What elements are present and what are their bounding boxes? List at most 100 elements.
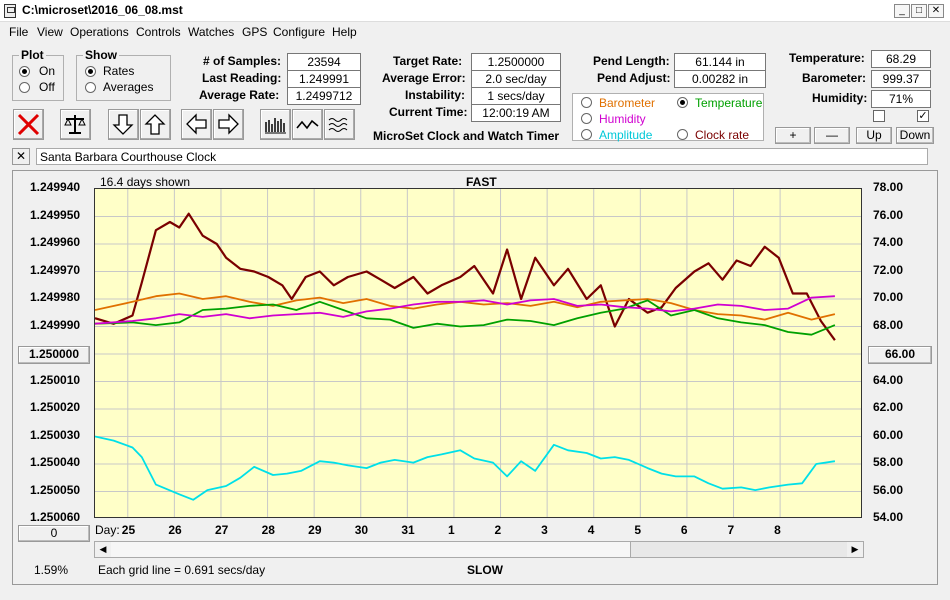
barometer-radio[interactable]: [581, 97, 592, 108]
day-tick-label: 29: [308, 523, 322, 537]
menu-operations[interactable]: Operations: [70, 25, 129, 39]
temperature-option-label: Temperature: [695, 96, 763, 110]
clear-watch-button[interactable]: ✕: [12, 148, 30, 165]
instability-label: Instability:: [405, 88, 466, 102]
scroll-right-icon[interactable]: ▶: [847, 542, 863, 557]
current-time-value: 12:00:19 AM: [471, 104, 561, 122]
right-checkbox[interactable]: ✓: [917, 110, 929, 122]
bar-graph-icon: [265, 118, 286, 134]
plot-off-radio[interactable]: [19, 82, 30, 93]
grid-note-label: Each grid line = 0.691 secs/day: [98, 563, 266, 577]
maximize-button[interactable]: □: [911, 4, 927, 18]
left-tick-label: 1.249950: [30, 207, 81, 222]
series-line-3: [95, 295, 835, 325]
down-arrow-button[interactable]: [108, 109, 139, 140]
samples-value: 23594: [287, 53, 361, 71]
clock-rate-radio[interactable]: [677, 129, 688, 140]
left-arrow-button[interactable]: [181, 109, 212, 140]
menu-file[interactable]: File: [9, 25, 29, 39]
show-averages-radio[interactable]: [85, 82, 96, 93]
show-group: Show Rates Averages: [76, 48, 171, 101]
amplitude-option-label: Amplitude: [599, 128, 653, 142]
right-arrow-button[interactable]: [213, 109, 244, 140]
right-tick-label: 74.00: [873, 235, 904, 249]
plot-area[interactable]: [94, 188, 862, 518]
horizontal-scrollbar[interactable]: ◀ ▶: [94, 541, 864, 558]
minus-button[interactable]: —: [814, 127, 850, 144]
average-rate-value: 1.2499712: [287, 87, 361, 105]
arrow-left-icon: [186, 113, 207, 135]
menu-help[interactable]: Help: [332, 25, 357, 39]
window-title: C:\microset\2016_06_08.mst: [22, 3, 183, 17]
plus-button[interactable]: +: [775, 127, 811, 144]
right-tick-label: 58.00: [873, 455, 904, 469]
right-tick-label: 54.00: [873, 510, 904, 524]
show-rates-label: Rates: [103, 64, 135, 78]
watch-name-field[interactable]: Santa Barbara Courthouse Clock: [36, 148, 928, 165]
humidity-label: Humidity:: [812, 91, 868, 105]
target-rate-value: 1.2500000: [471, 53, 561, 71]
humidity-radio[interactable]: [581, 113, 592, 124]
arrow-down-icon: [112, 114, 134, 135]
zero-button[interactable]: 0: [18, 525, 90, 542]
left-tick-label: 1.249940: [30, 180, 81, 194]
clock-rate-option-label: Clock rate: [695, 128, 750, 142]
humidity-value: 71%: [871, 90, 931, 108]
samples-label: # of Samples:: [203, 54, 282, 68]
show-rates-radio[interactable]: [85, 66, 96, 77]
show-averages-label: Averages: [103, 80, 154, 94]
day-tick-label: 31: [401, 523, 415, 537]
day-tick-label: 1: [447, 523, 455, 537]
right-tick-label: 60.00: [873, 427, 904, 442]
rate-chart: [95, 189, 861, 517]
plot-group: Plot On Off: [12, 48, 64, 101]
close-button[interactable]: ✕: [928, 4, 944, 18]
scroll-thumb[interactable]: [111, 542, 631, 557]
day-tick-label: 3: [541, 523, 548, 537]
left-tick-label: 1.250020: [30, 400, 81, 414]
plot-on-label: On: [39, 64, 56, 78]
left-checkbox[interactable]: [873, 110, 885, 122]
current-time-label: Current Time:: [389, 105, 468, 119]
pend-adjust-value: 0.00282 in: [674, 70, 766, 88]
menu-gps[interactable]: GPS: [242, 25, 268, 39]
left-tick-label: 1.249990: [30, 317, 81, 332]
graph-panel: [12, 170, 938, 585]
wave-view-button[interactable]: [324, 109, 355, 140]
left-tick-label: 1.250040: [30, 455, 81, 469]
center-rate-button[interactable]: 1.250000: [18, 346, 90, 364]
menu-view[interactable]: View: [37, 25, 63, 39]
average-rate-label: Average Rate:: [199, 88, 280, 102]
temperature-radio[interactable]: [677, 97, 688, 108]
bars-view-button[interactable]: [260, 109, 291, 140]
left-tick-label: 1.250010: [30, 372, 81, 387]
day-tick-label: 6: [680, 523, 688, 537]
day-tick-label: 8: [774, 523, 781, 537]
pend-adjust-label: Pend Adjust:: [597, 71, 671, 85]
down-button[interactable]: Down: [896, 127, 934, 144]
left-tick-label: 1.249970: [30, 262, 81, 277]
up-arrow-button[interactable]: [140, 109, 171, 140]
sensor-plot-options: Barometer Temperature Humidity Amplitude…: [572, 93, 764, 142]
center-sensor-button[interactable]: 66.00: [868, 346, 932, 364]
day-tick-label: 4: [587, 523, 595, 537]
menu-configure[interactable]: Configure: [273, 25, 326, 39]
up-button[interactable]: Up: [856, 127, 892, 144]
last-reading-label: Last Reading:: [202, 71, 282, 85]
day-label: Day:: [95, 523, 120, 537]
menu-watches[interactable]: Watches: [188, 25, 235, 39]
minimize-button[interactable]: _: [894, 4, 910, 18]
red-x-icon: [17, 113, 40, 136]
scroll-left-icon[interactable]: ◀: [95, 542, 111, 557]
line-view-button[interactable]: [292, 109, 323, 140]
fast-label: FAST: [466, 175, 497, 189]
plot-group-title: Plot: [19, 48, 46, 62]
day-tick-label: 2: [494, 523, 502, 537]
slow-label: SLOW: [467, 563, 503, 577]
balance-button[interactable]: [60, 109, 91, 140]
amplitude-radio[interactable]: [581, 129, 592, 140]
plot-on-radio[interactable]: [19, 66, 30, 77]
last-reading-value: 1.249991: [287, 70, 361, 88]
stop-button[interactable]: [13, 109, 44, 140]
menu-controls[interactable]: Controls: [136, 25, 181, 39]
